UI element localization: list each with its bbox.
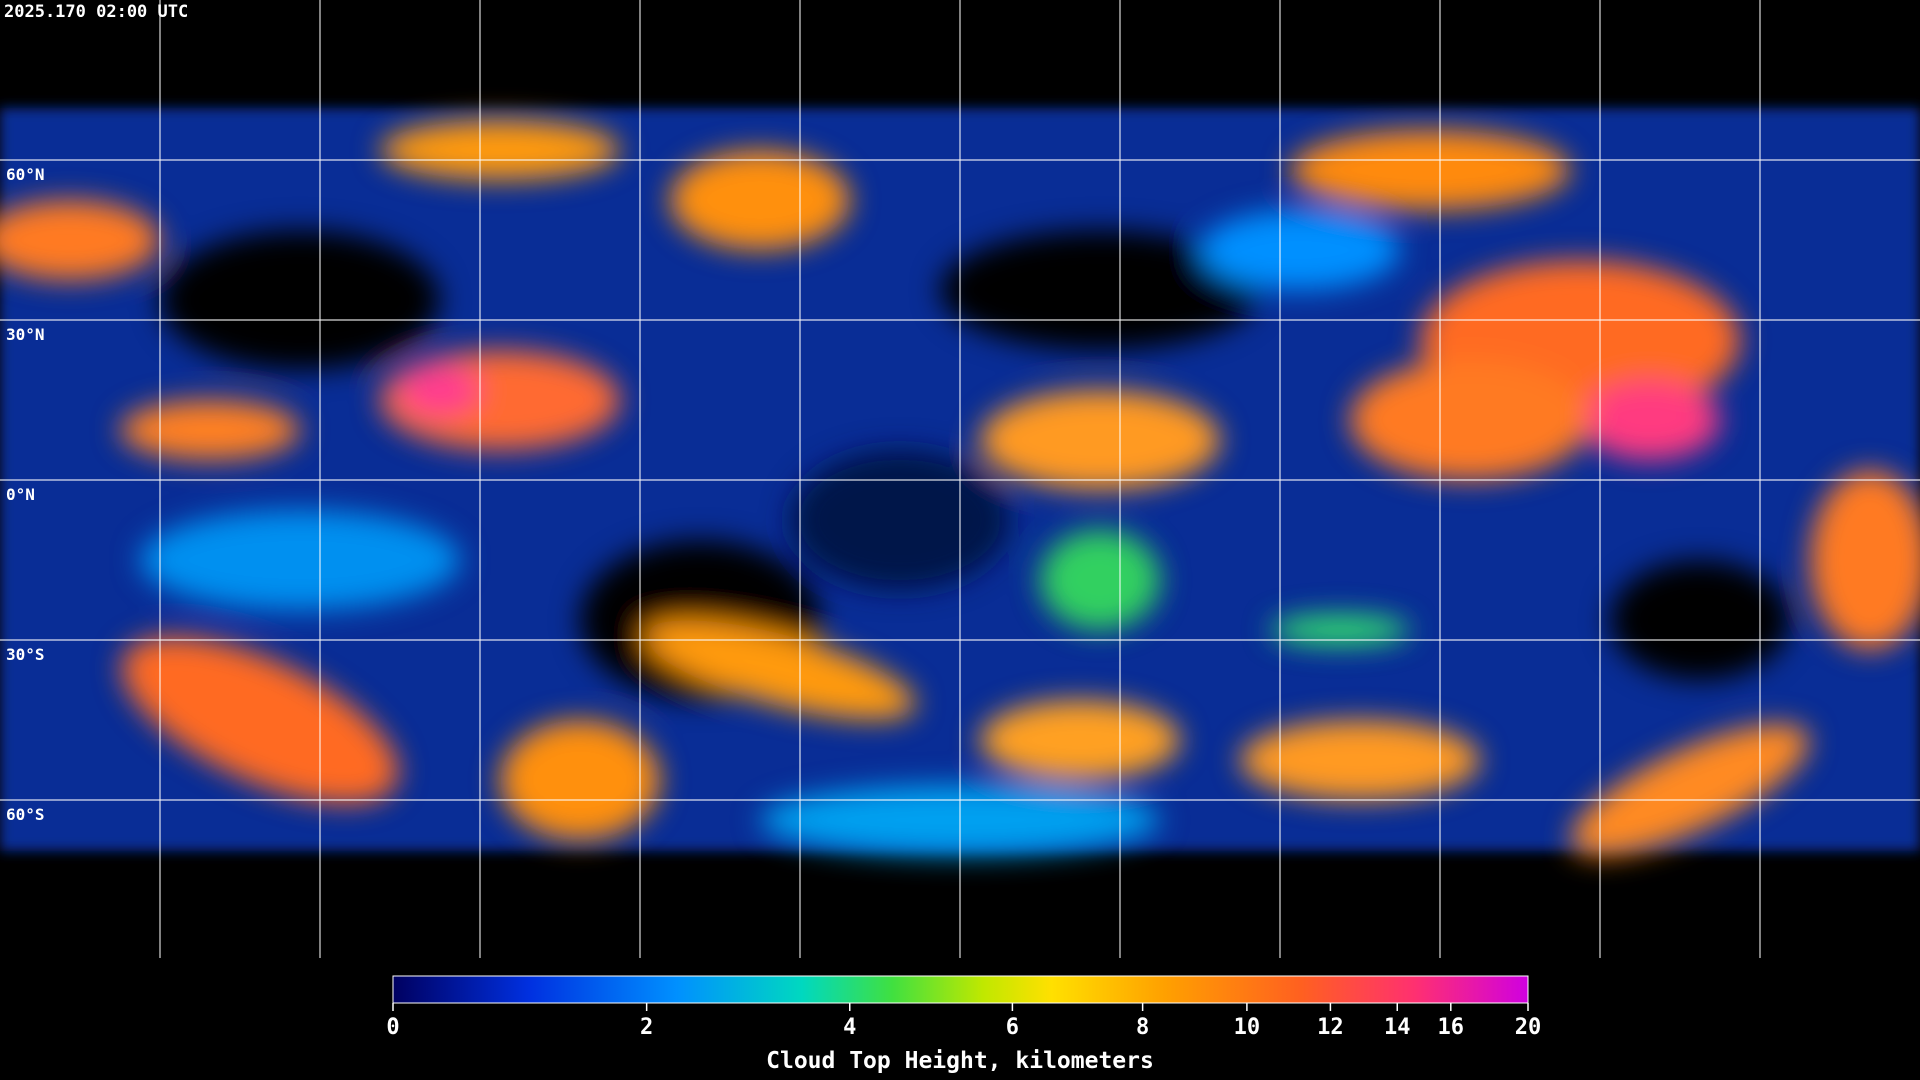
colorbar-tick-label: 4 (843, 1015, 856, 1040)
timestamp: 2025.170 02:00 UTC (4, 2, 188, 22)
colorbar (392, 975, 1529, 1004)
latitude-label: 60°N (6, 165, 45, 184)
latitude-label: 30°N (6, 325, 45, 344)
colorbar-tick-label: 16 (1438, 1015, 1465, 1040)
latitude-label: 0°N (6, 485, 35, 504)
colorbar-tick-label: 6 (1006, 1015, 1019, 1040)
graticule (0, 0, 1920, 958)
colorbar-tick-label: 8 (1136, 1015, 1149, 1040)
colorbar-tick-label: 12 (1317, 1015, 1344, 1040)
colorbar-tick-label: 20 (1515, 1015, 1542, 1040)
colorbar-tick-label: 2 (640, 1015, 653, 1040)
latitude-label: 30°S (6, 645, 45, 664)
colorbar-tick-label: 10 (1234, 1015, 1261, 1040)
colorbar-tick-label: 14 (1384, 1015, 1411, 1040)
colorbar-title: Cloud Top Height, kilometers (766, 1048, 1154, 1074)
colorbar-tick-label: 0 (386, 1015, 399, 1040)
latitude-label: 60°S (6, 805, 45, 824)
